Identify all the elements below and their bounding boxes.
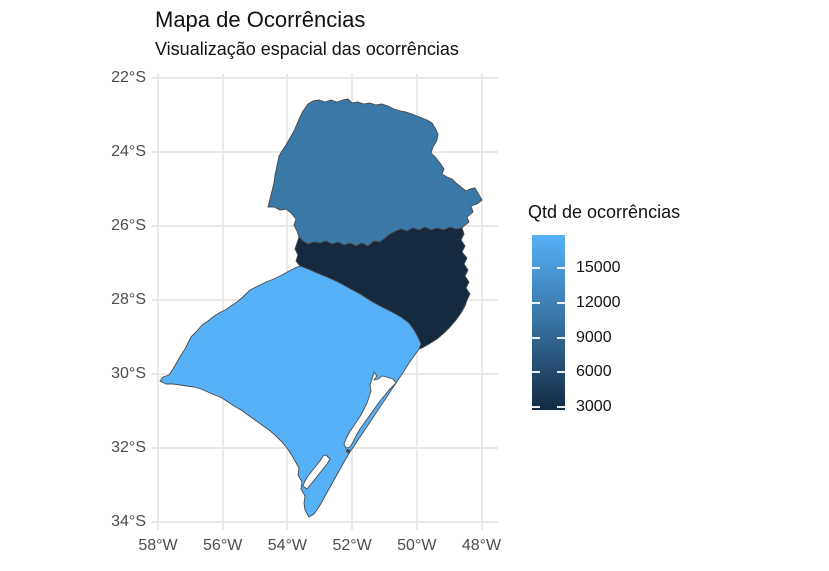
y-tick-label: 28°S [111,291,146,308]
y-tick-label: 24°S [111,143,146,160]
legend-title: Qtd de ocorrências [528,202,681,222]
legend-tick-mark [532,406,540,408]
gridline-vertical [415,74,418,530]
legend-tick-mark [557,267,565,269]
gridline-horizontal [152,521,498,523]
x-tick-label: 58°W [138,537,178,554]
gridline-horizontal [152,299,498,301]
legend-tick-label: 12000 [576,293,621,311]
legend-tick-label: 9000 [576,328,612,346]
gridline-vertical [221,74,224,530]
legend-colorbar [532,235,565,410]
legend-tick-mark [532,301,540,304]
y-tick-label: 30°S [111,365,146,382]
x-tick-label: 48°W [461,537,502,554]
gridline-vertical [157,74,159,530]
x-tick-label: 56°W [203,537,243,554]
legend-tick-mark [557,371,565,374]
x-tick-label: 52°W [332,537,372,554]
legend-tick-mark [557,406,565,408]
gridline-vertical [480,74,483,530]
y-tick-label: 34°S [111,513,146,530]
legend-tick-label: 3000 [576,398,612,415]
legend-tick-label: 6000 [576,363,612,381]
legend-tick-mark [532,336,540,339]
y-tick-label: 26°S [111,217,146,234]
x-tick-label: 50°W [397,537,437,554]
y-tick-label: 32°S [111,439,146,456]
y-tick-label: 22°S [111,69,146,86]
gridline-vertical [351,74,354,530]
chart-subtitle: Visualização espacial das ocorrências [155,39,459,59]
legend-tick-mark [532,371,540,374]
legend-tick-label: 15000 [576,259,621,276]
x-tick-label: 54°W [267,537,308,554]
legend-tick-mark [557,336,565,339]
plot-panel [152,74,498,530]
gridline-vertical [286,74,289,530]
gridline-horizontal [152,447,498,449]
gridline-horizontal [152,77,498,79]
gridline-horizontal [152,225,498,227]
chart-title: Mapa de Ocorrências [155,7,366,32]
legend-tick-mark [557,301,565,304]
legend-tick-mark [532,267,540,269]
gridline-horizontal [152,151,498,153]
gridline-horizontal [152,373,498,375]
